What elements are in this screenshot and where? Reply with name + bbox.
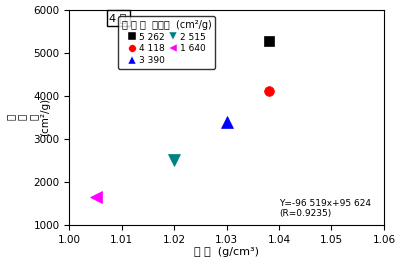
Legend: 5 262, 4 118, 3 390, 2 515, 1 640: 5 262, 4 118, 3 390, 2 515, 1 640	[118, 16, 215, 69]
Text: 4 분: 4 분	[109, 13, 127, 23]
X-axis label: 밀 도  (g/cm³): 밀 도 (g/cm³)	[194, 247, 259, 257]
Y-axis label: 분
말
도
(cm²/g): 분 말 도 (cm²/g)	[6, 98, 51, 136]
Text: Y=-96 519x+95 624
(R=0.9235): Y=-96 519x+95 624 (R=0.9235)	[279, 199, 371, 219]
